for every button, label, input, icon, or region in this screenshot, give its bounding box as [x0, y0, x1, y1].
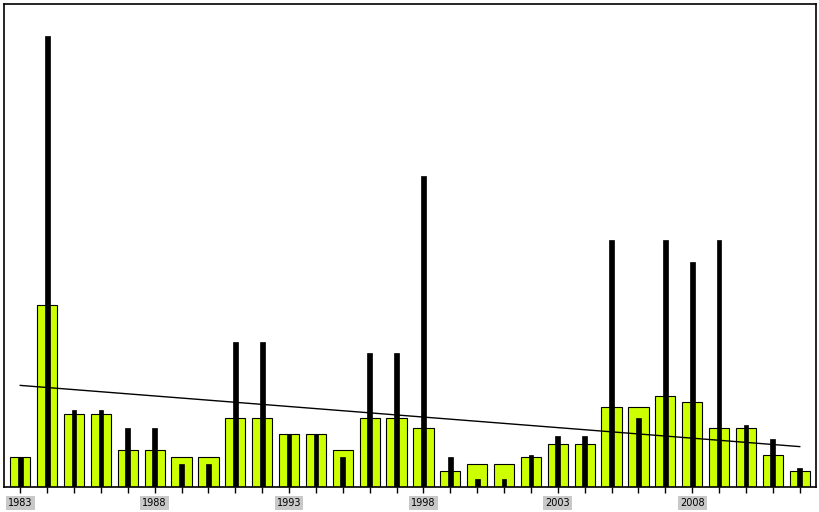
Bar	[386, 418, 406, 487]
Bar	[333, 450, 352, 487]
Bar	[547, 444, 568, 487]
Bar	[601, 407, 621, 487]
Bar	[45, 36, 49, 487]
Bar	[501, 479, 506, 487]
Bar	[313, 434, 318, 487]
Bar	[789, 472, 809, 487]
Bar	[394, 353, 399, 487]
Bar	[662, 241, 667, 487]
Bar	[636, 418, 640, 487]
Bar	[708, 429, 728, 487]
Bar	[681, 401, 701, 487]
Bar	[251, 418, 272, 487]
Bar	[98, 410, 103, 487]
Bar	[743, 425, 748, 487]
Bar	[144, 450, 165, 487]
Bar	[735, 429, 755, 487]
Bar	[118, 450, 138, 487]
Bar	[171, 457, 192, 487]
Bar	[528, 455, 532, 487]
Bar	[125, 429, 130, 487]
Bar	[340, 457, 345, 487]
Bar	[654, 396, 675, 487]
Bar	[37, 305, 57, 487]
Bar	[278, 434, 299, 487]
Bar	[520, 457, 541, 487]
Bar	[64, 414, 84, 487]
Bar	[796, 468, 801, 487]
Bar	[716, 241, 721, 487]
Bar	[198, 457, 218, 487]
Bar	[10, 457, 30, 487]
Bar	[574, 444, 594, 487]
Bar	[91, 414, 111, 487]
Bar	[554, 436, 559, 487]
Bar	[420, 176, 425, 487]
Bar	[360, 418, 379, 487]
Bar	[413, 429, 433, 487]
Bar	[440, 472, 459, 487]
Bar	[467, 464, 486, 487]
Bar	[260, 343, 265, 487]
Bar	[179, 464, 183, 487]
Bar	[770, 439, 774, 487]
Bar	[474, 479, 479, 487]
Bar	[493, 464, 514, 487]
Bar	[305, 434, 326, 487]
Bar	[581, 436, 586, 487]
Bar	[627, 407, 648, 487]
Bar	[287, 434, 291, 487]
Bar	[225, 418, 245, 487]
Bar	[152, 429, 157, 487]
Bar	[762, 455, 782, 487]
Bar	[689, 262, 694, 487]
Bar	[233, 343, 238, 487]
Bar	[18, 457, 23, 487]
Bar	[71, 410, 76, 487]
Bar	[206, 464, 210, 487]
Bar	[367, 353, 372, 487]
Bar	[447, 457, 452, 487]
Bar	[609, 241, 613, 487]
